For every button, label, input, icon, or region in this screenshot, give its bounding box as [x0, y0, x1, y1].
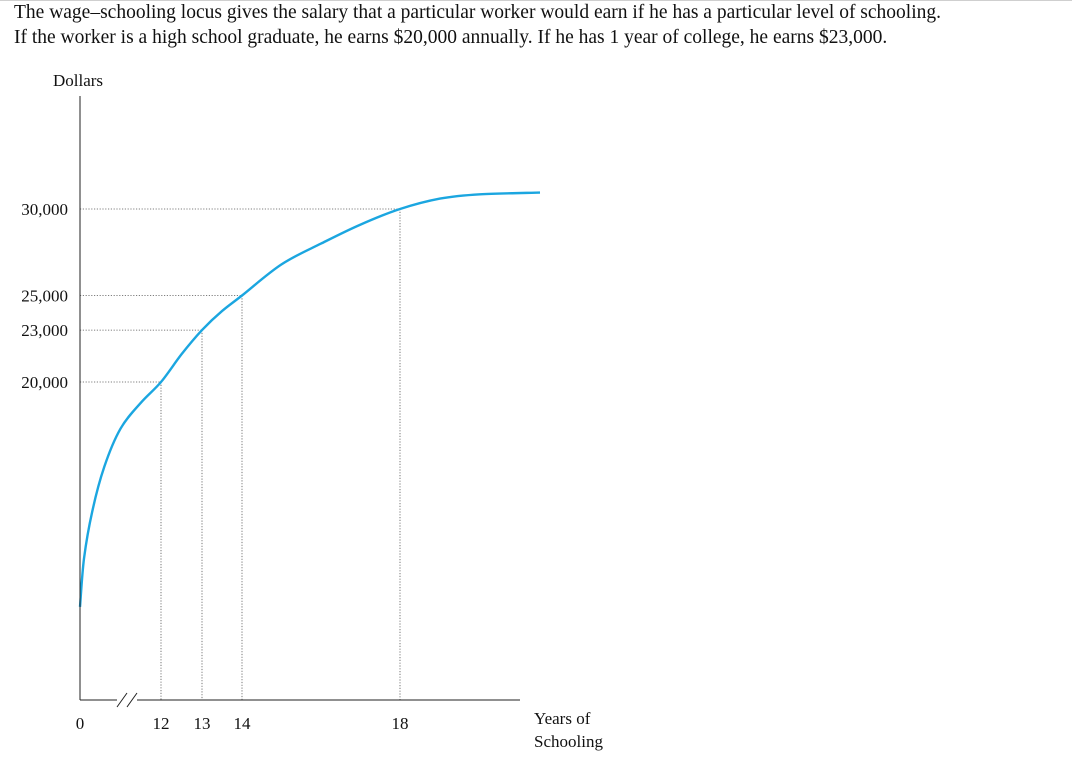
y-tick-label: 23,000 [21, 321, 68, 340]
y-tick-labels: 20,000 23,000 25,000 30,000 [21, 200, 68, 392]
y-tick-label: 25,000 [21, 287, 68, 306]
figure-caption: The wage–schooling locus gives the salar… [14, 0, 1070, 50]
axes [79, 96, 520, 708]
x-tick-label: 13 [194, 714, 211, 733]
y-tick-label: 20,000 [21, 373, 68, 392]
x-axis-label-line-2: Schooling [534, 732, 603, 751]
top-divider [0, 0, 1072, 1]
x-tick-labels: 12 13 14 18 [153, 714, 409, 733]
x-origin-label: 0 [76, 714, 85, 733]
x-axis-label-line-1: Years of [534, 709, 591, 728]
x-tick-label: 14 [234, 714, 252, 733]
x-tick-label: 12 [153, 714, 170, 733]
caption-line-2: If the worker is a high school graduate,… [14, 27, 888, 48]
axis-break-mark-2 [126, 692, 138, 708]
caption-line-1: The wage–schooling locus gives the salar… [14, 2, 942, 23]
wage-schooling-curve [78, 191, 541, 608]
x-tick-label: 18 [392, 714, 409, 733]
y-axis-label: Dollars [53, 71, 103, 90]
y-tick-label: 30,000 [21, 200, 68, 219]
axis-break-mark-1 [116, 692, 128, 708]
guide-lines [80, 208, 401, 700]
